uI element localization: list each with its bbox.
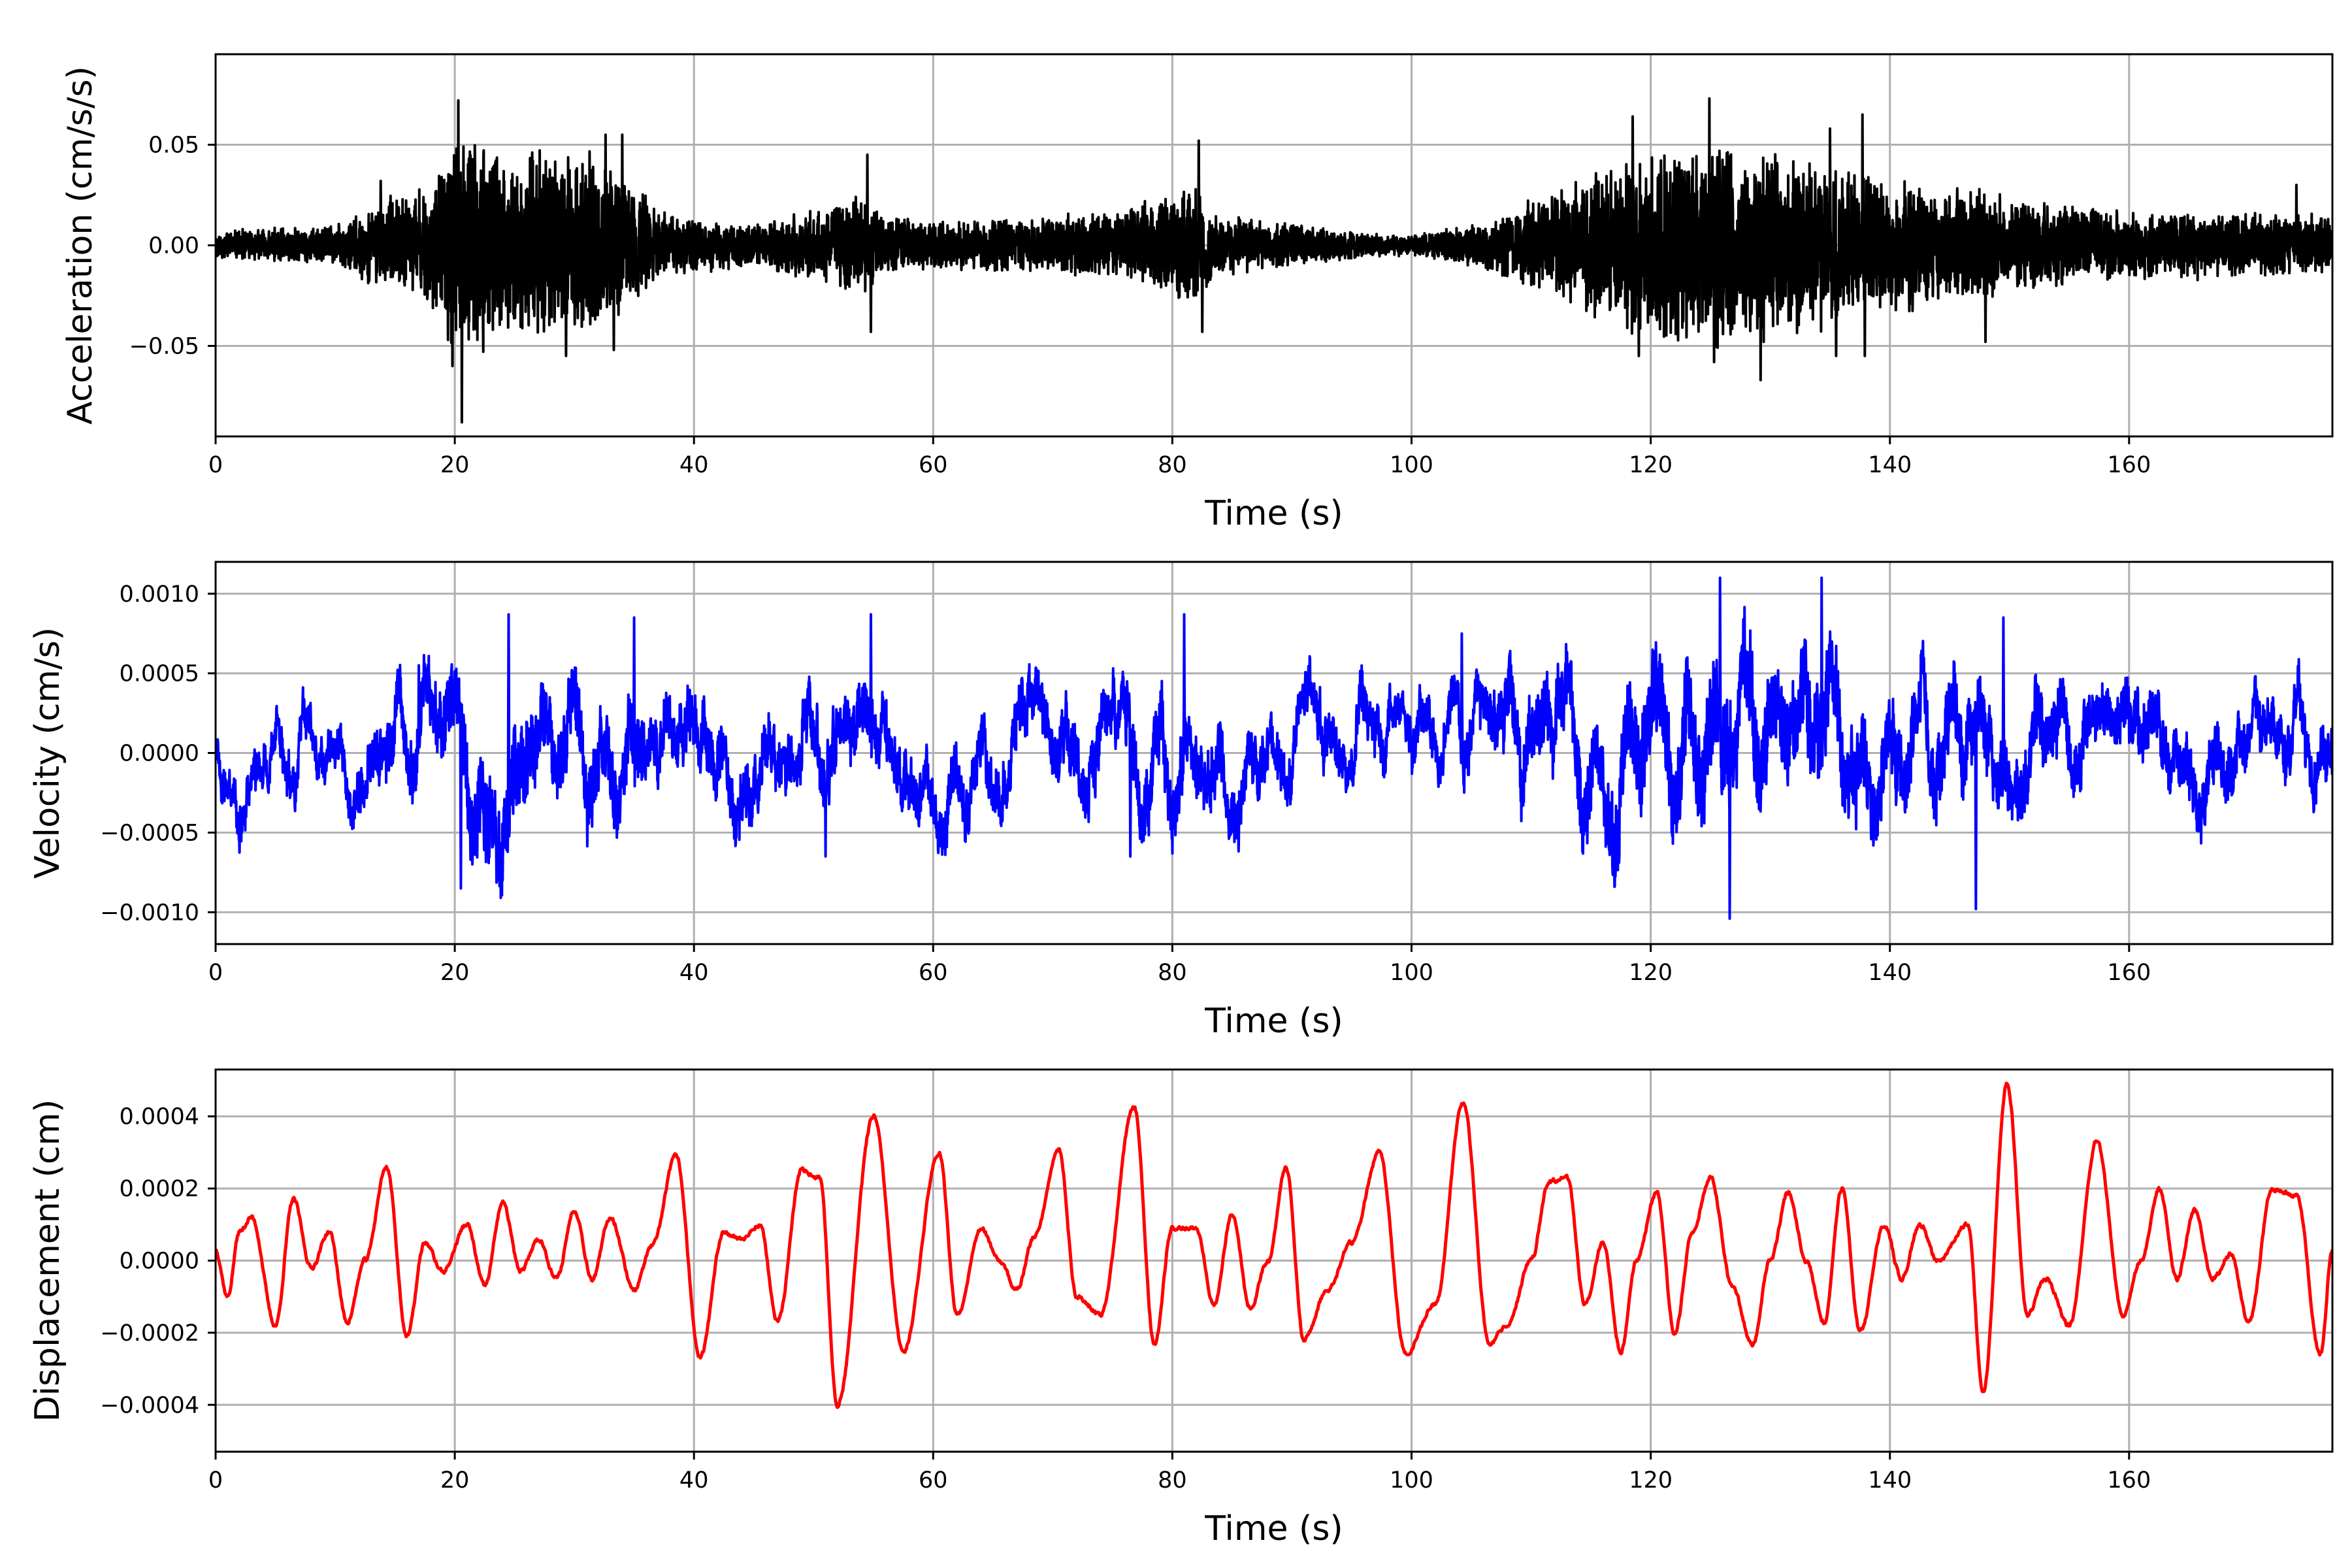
displacement-xtick-label-60: 60 — [919, 1467, 948, 1494]
velocity-xtick-label-160: 160 — [2107, 960, 2151, 986]
acceleration-xtick-label-120: 120 — [1629, 452, 1673, 478]
velocity-xtick-label-140: 140 — [1868, 960, 1912, 986]
displacement-ytick-label-0: −0.0004 — [100, 1392, 199, 1418]
displacement-grid — [214, 1070, 2332, 1452]
velocity-series-line — [216, 576, 2332, 920]
velocity-x-axis-label: Time (s) — [1204, 1002, 1343, 1041]
displacement-ytick-label-1: −0.0002 — [100, 1320, 199, 1347]
acceleration-xtick-label-80: 80 — [1158, 452, 1187, 478]
acceleration-y-axis-label: Acceleration (cm/s/s) — [61, 66, 100, 425]
displacement-xtick-label-0: 0 — [208, 1467, 223, 1494]
acceleration-ytick-label-2: 0.05 — [148, 133, 199, 159]
velocity-panel: 0 20 40 60 80 100 120 140 160 −0.0010 −0.0005 0.000… — [28, 561, 2334, 1041]
displacement-xtick-label-80: 80 — [1158, 1467, 1187, 1494]
displacement-panel: 0 20 40 60 80 100 120 140 160 −0.0004 −0.0002 0.000… — [28, 1068, 2334, 1548]
velocity-y-axis-label: Velocity (cm/s) — [28, 627, 67, 879]
displacement-series-line — [216, 1081, 2332, 1409]
displacement-x-axis-label: Time (s) — [1204, 1509, 1343, 1548]
velocity-xtick-label-40: 40 — [679, 960, 709, 986]
velocity-ytick-label-2: 0.0000 — [120, 741, 199, 767]
velocity-grid — [214, 562, 2332, 944]
displacement-xtick-label-160: 160 — [2107, 1467, 2151, 1494]
displacement-xtick-label-20: 20 — [440, 1467, 470, 1494]
velocity-xtick-label-20: 20 — [440, 960, 470, 986]
velocity-ytick-label-0: −0.0010 — [100, 900, 199, 926]
acceleration-xtick-label-100: 100 — [1390, 452, 1433, 478]
acceleration-ytick-label-1: 0.00 — [148, 233, 199, 259]
displacement-ytick-label-3: 0.0002 — [120, 1176, 199, 1202]
velocity-ytick-label-1: −0.0005 — [100, 820, 199, 846]
displacement-xtick-label-100: 100 — [1390, 1467, 1433, 1494]
displacement-xtick-label-40: 40 — [679, 1467, 709, 1494]
acceleration-x-axis-label: Time (s) — [1204, 494, 1343, 533]
acceleration-panel: 0 20 40 60 80 100 120 140 160 −0.05 0.00 0.05 Time (… — [61, 53, 2334, 533]
velocity-xtick-label-100: 100 — [1390, 960, 1433, 986]
velocity-ytick-label-4: 0.0010 — [120, 581, 199, 608]
displacement-ytick-label-4: 0.0004 — [120, 1104, 199, 1130]
displacement-y-axis-label: Displacement (cm) — [28, 1100, 67, 1422]
acceleration-ytick-label-0: −0.05 — [129, 333, 199, 359]
displacement-xtick-label-140: 140 — [1868, 1467, 1912, 1494]
velocity-xtick-label-80: 80 — [1158, 960, 1187, 986]
displacement-ytick-label-2: 0.0000 — [120, 1249, 199, 1275]
velocity-xtick-label-0: 0 — [208, 960, 223, 986]
velocity-ytick-label-3: 0.0005 — [120, 661, 199, 687]
acceleration-series-line — [216, 97, 2332, 424]
acceleration-xtick-label-140: 140 — [1868, 452, 1912, 478]
acceleration-xtick-label-160: 160 — [2107, 452, 2151, 478]
velocity-xtick-label-120: 120 — [1629, 960, 1673, 986]
acceleration-xtick-label-20: 20 — [440, 452, 470, 478]
acceleration-xtick-label-0: 0 — [208, 452, 223, 478]
acceleration-xtick-label-40: 40 — [679, 452, 709, 478]
displacement-xtick-label-120: 120 — [1629, 1467, 1673, 1494]
acceleration-xtick-label-60: 60 — [919, 452, 948, 478]
velocity-xtick-label-60: 60 — [919, 960, 948, 986]
